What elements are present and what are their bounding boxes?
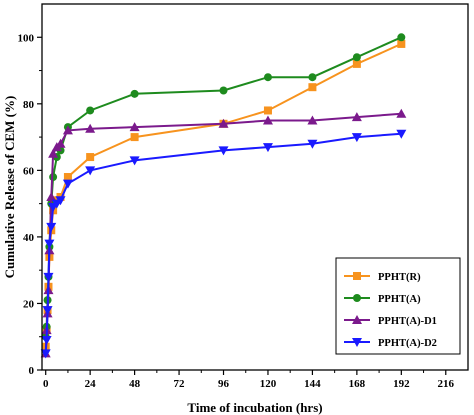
data-point <box>63 173 72 182</box>
y-tick-label: 20 <box>23 298 35 310</box>
legend-marker <box>353 272 361 280</box>
x-tick-label: 120 <box>260 378 277 390</box>
data-point <box>129 156 140 166</box>
legend-item: PPHT(A) <box>344 294 421 305</box>
x-tick-label: 96 <box>218 378 230 390</box>
data-point <box>44 239 55 249</box>
data-point <box>396 129 407 139</box>
data-point <box>43 272 54 282</box>
data-point <box>219 86 228 95</box>
x-tick-label: 24 <box>85 378 97 390</box>
data-point <box>40 349 51 359</box>
data-point <box>308 73 317 82</box>
data-point <box>308 83 317 92</box>
data-point <box>55 196 66 206</box>
y-tick-label: 40 <box>23 232 35 244</box>
x-axis-label: Time of incubation (hrs) <box>187 400 322 415</box>
legend-marker <box>353 294 361 302</box>
x-tick-label: 144 <box>304 378 321 390</box>
legend-label: PPHT(A)-D2 <box>378 338 437 349</box>
data-point <box>55 138 66 148</box>
data-point <box>46 191 57 201</box>
data-point <box>42 306 53 316</box>
series-4 <box>40 129 407 359</box>
data-point <box>262 115 273 125</box>
legend: PPHT(R) PPHT(A) PPHT(A)-D1 PPHT(A)-D2 <box>335 257 461 355</box>
legend-item: PPHT(R) <box>344 272 421 283</box>
data-point <box>46 222 57 232</box>
data-point <box>86 106 95 115</box>
data-point <box>307 139 318 149</box>
plot-area <box>40 33 407 359</box>
data-point <box>262 143 273 153</box>
data-point <box>397 39 406 48</box>
data-point <box>397 33 406 42</box>
x-tick-label: 0 <box>43 378 49 390</box>
data-point <box>218 118 229 128</box>
data-point <box>86 153 95 162</box>
data-point <box>130 133 139 142</box>
x-tick-label: 72 <box>174 378 186 390</box>
data-point <box>85 166 96 176</box>
data-point <box>396 108 407 118</box>
legend-label: PPHT(R) <box>378 272 421 283</box>
data-point <box>62 179 73 189</box>
legend-item: PPHT(A)-D1 <box>344 315 437 327</box>
legend-marker <box>352 338 362 347</box>
y-tick-label: 60 <box>23 165 35 177</box>
x-tick-label: 48 <box>129 378 141 390</box>
x-tick-label: 168 <box>349 378 366 390</box>
data-point <box>307 115 318 125</box>
data-point <box>129 122 140 132</box>
legend-marker <box>352 315 362 324</box>
y-tick-label: 100 <box>18 32 35 44</box>
data-point <box>351 133 362 143</box>
legend-item: PPHT(A)-D2 <box>344 338 437 349</box>
legend-label: PPHT(A)-D1 <box>378 316 437 327</box>
y-axis-label: Cumulative Release of CEM (%) <box>2 96 17 279</box>
y-axis: 0 20 40 60 80 100 <box>18 32 42 377</box>
data-point <box>41 336 52 346</box>
data-point <box>351 112 362 122</box>
y-tick-label: 0 <box>29 365 35 377</box>
data-point <box>352 53 361 62</box>
data-point <box>48 148 59 158</box>
data-point <box>263 106 272 115</box>
data-point <box>218 146 229 156</box>
y-tick-label: 80 <box>23 99 35 111</box>
x-tick-label: 192 <box>393 378 410 390</box>
x-axis: 0 24 48 72 96 120 144 168 192 216 <box>43 370 455 390</box>
plot-frame <box>41 3 469 371</box>
x-tick-label: 216 <box>438 378 455 390</box>
data-point <box>263 73 272 82</box>
data-point <box>62 125 73 135</box>
data-point <box>130 89 139 98</box>
data-point <box>352 59 361 68</box>
legend-label: PPHT(A) <box>378 294 421 305</box>
data-point <box>85 123 96 133</box>
